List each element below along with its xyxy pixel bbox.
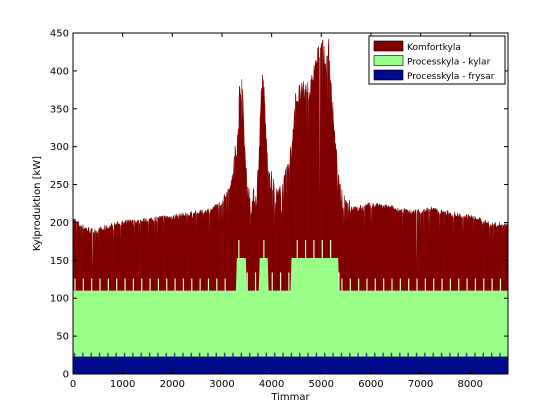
y-tick-label: 50	[56, 332, 69, 343]
series-layer	[72, 38, 509, 375]
y-axis-label: Kylproduktion [kW]	[32, 156, 43, 251]
x-tick-label: 4000	[259, 379, 284, 390]
legend-label: Processkyla - frysar	[407, 72, 495, 82]
y-tick-label: 300	[50, 142, 69, 153]
y-tick-label: 100	[50, 294, 69, 305]
y-tick-label: 450	[50, 29, 69, 40]
legend-swatch	[373, 40, 404, 52]
x-tick-label: 0	[70, 379, 76, 390]
legend-swatch	[373, 55, 404, 66]
x-tick-label: 2000	[160, 379, 185, 390]
plot-area: 0 1000 2000 3000 4000 5000 6000 7000 8000 0 50 100…	[50, 29, 509, 390]
x-axis-ticks: 0 1000 2000 3000 4000 5000 6000 7000 8000	[70, 33, 483, 390]
series-komfortkyla	[72, 38, 509, 375]
x-tick-label: 1000	[110, 379, 135, 390]
y-tick-label: 200	[50, 218, 69, 229]
legend-label: Komfortkyla	[407, 43, 461, 53]
x-tick-label: 7000	[408, 379, 433, 390]
y-tick-label: 350	[50, 104, 69, 115]
y-tick-label: 150	[50, 256, 69, 267]
x-axis-label: Timmar	[270, 392, 310, 403]
plot-frame	[72, 32, 509, 375]
legend-label: Processkyla - kylar	[407, 58, 491, 68]
x-tick-label: 5000	[309, 379, 334, 390]
y-tick-label: 0	[63, 370, 69, 381]
x-tick-label: 6000	[358, 379, 383, 390]
series-kylar-spikes	[74, 239, 502, 291]
y-axis-ticks: 0 50 100 150 200 250 300 350 400 450	[50, 29, 508, 381]
series-frysar-spikes	[73, 352, 501, 357]
legend-swatch	[373, 69, 404, 81]
y-tick-label: 250	[50, 180, 69, 191]
y-tick-label: 400	[50, 66, 69, 77]
x-tick-label: 8000	[458, 379, 483, 390]
legend: Komfortkyla Processkyla - kylar Processkyl…	[368, 35, 506, 85]
series-processkyla-frysar	[73, 356, 508, 374]
x-tick-label: 3000	[209, 379, 234, 390]
series-processkyla-kylar	[73, 258, 508, 374]
